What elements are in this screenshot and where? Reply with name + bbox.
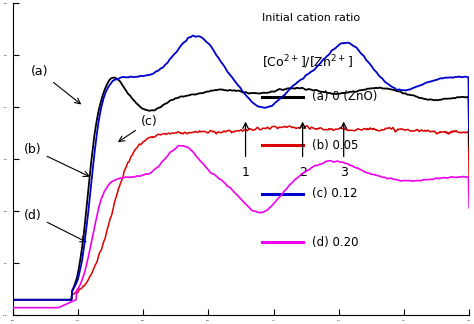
Text: (d) 0.20: (d) 0.20 (312, 236, 358, 249)
Text: (b) 0.05: (b) 0.05 (312, 139, 358, 152)
Text: (a): (a) (31, 65, 81, 104)
Text: (b): (b) (24, 143, 89, 177)
Text: 2: 2 (299, 166, 307, 179)
Text: 1: 1 (242, 166, 249, 179)
Text: (c): (c) (119, 115, 157, 142)
Text: [Co$^{2+}$]/[Zn$^{2+}$]: [Co$^{2+}$]/[Zn$^{2+}$] (262, 53, 353, 71)
Text: Initial cation ratio: Initial cation ratio (262, 13, 360, 23)
Text: (d): (d) (24, 209, 86, 242)
Text: (a) 0 (ZnO): (a) 0 (ZnO) (312, 90, 377, 103)
Text: (c) 0.12: (c) 0.12 (312, 187, 357, 200)
Text: 3: 3 (340, 166, 347, 179)
